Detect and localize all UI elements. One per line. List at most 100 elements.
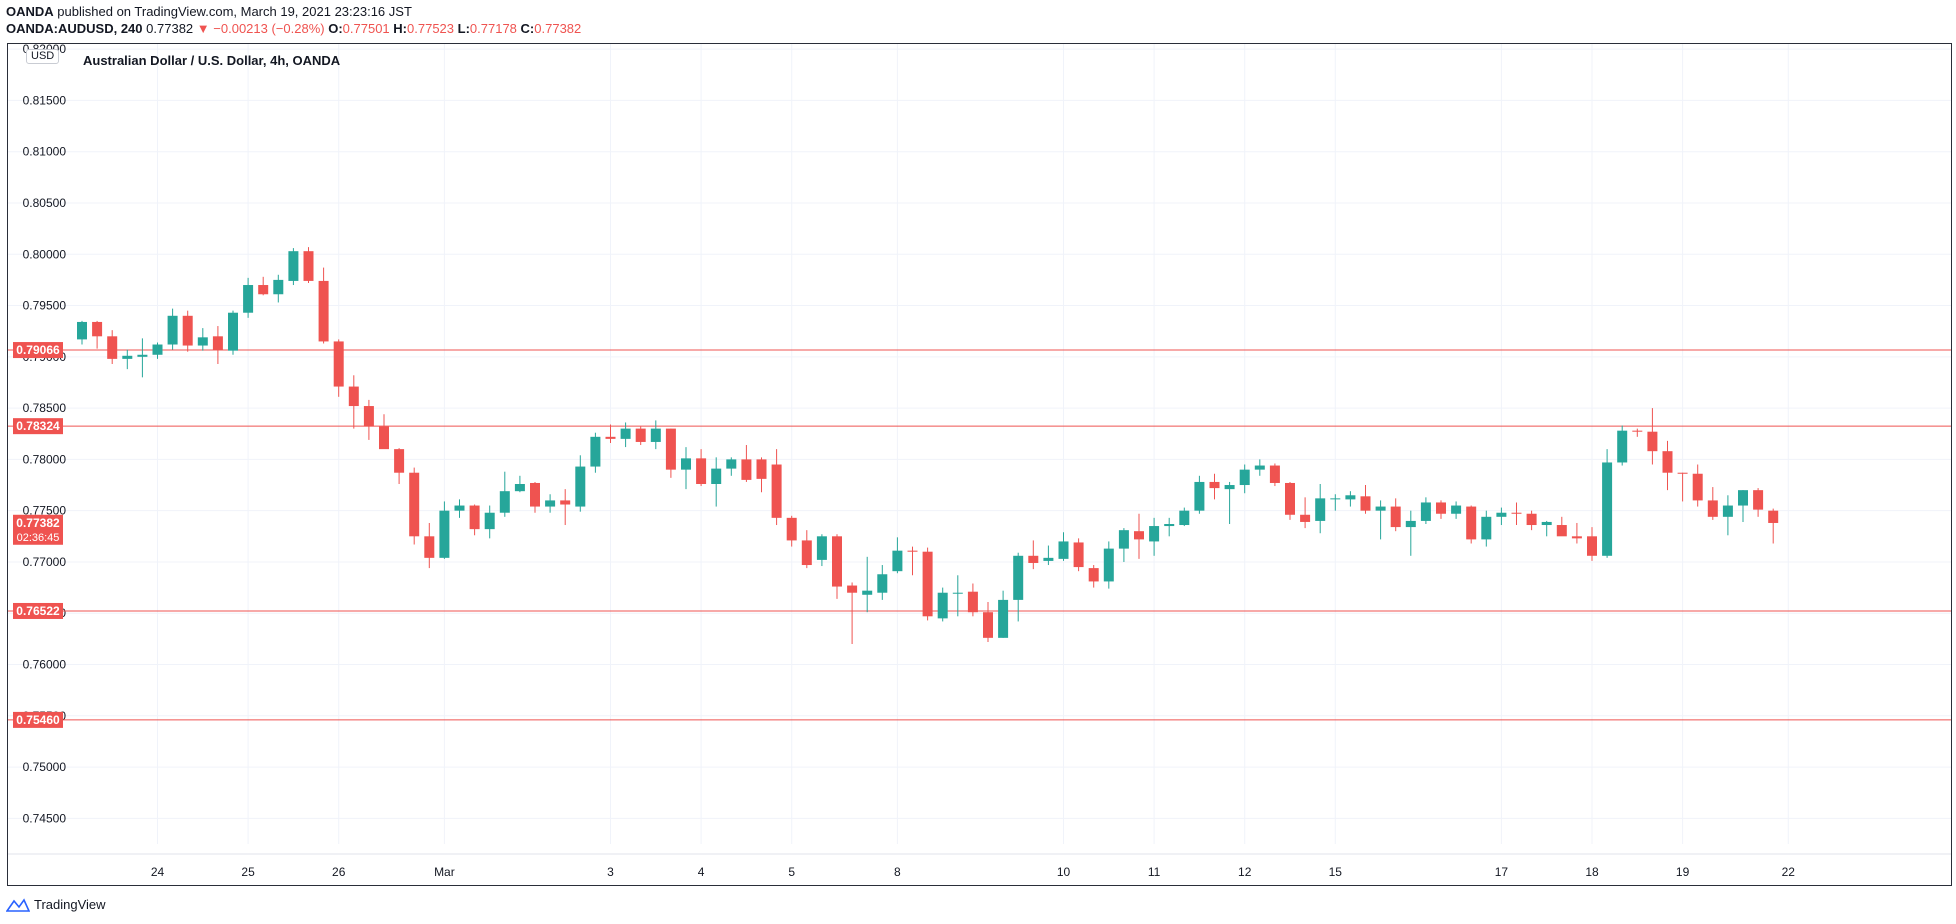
candle-body xyxy=(1315,498,1326,521)
candle-body xyxy=(273,279,284,295)
y-tick-label: 0.81500 xyxy=(23,93,67,107)
candle-body xyxy=(1692,473,1703,501)
candle-body xyxy=(1738,490,1748,506)
candle-body xyxy=(454,505,465,511)
candle-body xyxy=(1164,524,1175,527)
publish-text: published on TradingView.com, March 19, … xyxy=(57,4,412,19)
x-tick-label: 5 xyxy=(788,865,795,879)
candlestick-chart[interactable]: 0.745000.750000.755000.760000.765000.770… xyxy=(8,44,1951,885)
candle-body xyxy=(1073,542,1084,568)
price-change: −0.00213 (−0.28%) xyxy=(213,21,325,36)
candle-body xyxy=(1375,506,1386,511)
publish-info: OANDA published on TradingView.com, Marc… xyxy=(6,4,412,19)
candle-body xyxy=(182,315,193,346)
candle-body xyxy=(1013,555,1024,600)
candle-body xyxy=(1239,469,1250,486)
y-tick-label: 0.74500 xyxy=(23,811,67,825)
candle-body xyxy=(741,459,752,480)
y-tick-label: 0.78500 xyxy=(23,401,67,415)
low-label: L: xyxy=(457,21,470,36)
candle-body xyxy=(726,459,737,469)
y-tick-label: 0.81000 xyxy=(23,145,67,159)
candle-body xyxy=(152,344,163,355)
tradingview-brand[interactable]: TradingView xyxy=(6,897,106,912)
candle-body xyxy=(499,491,510,513)
candle-body xyxy=(756,459,767,479)
candle-body xyxy=(1632,430,1643,432)
candle-body xyxy=(303,251,314,281)
candle-body xyxy=(1345,495,1356,500)
candle-body xyxy=(967,591,978,613)
x-tick-label: 22 xyxy=(1782,865,1796,879)
price-tag xyxy=(13,602,63,619)
candle-body xyxy=(1043,557,1054,561)
y-tick-label: 0.77500 xyxy=(23,504,67,518)
candle-body xyxy=(1617,430,1628,463)
candle-body xyxy=(1360,496,1371,511)
candle-body xyxy=(1300,514,1311,522)
high-value: 0.77523 xyxy=(407,21,455,36)
candle-body xyxy=(1420,502,1431,521)
x-tick-label: 11 xyxy=(1148,865,1161,879)
candle-body xyxy=(1149,526,1160,542)
candle-body xyxy=(212,336,223,350)
candle-body xyxy=(1526,513,1537,526)
candle-body xyxy=(469,505,480,530)
candle-body xyxy=(1179,510,1190,526)
candle-body xyxy=(1602,462,1613,556)
candle-body xyxy=(1269,465,1280,483)
candle-body xyxy=(620,428,631,439)
candle-body xyxy=(288,251,299,281)
candle-body xyxy=(847,585,858,593)
candle-body xyxy=(1753,490,1764,510)
candle-body xyxy=(681,458,691,470)
y-tick-label: 0.80500 xyxy=(23,196,67,210)
candle-body xyxy=(862,590,873,595)
candle-body xyxy=(514,484,525,492)
candle-body xyxy=(998,599,1009,638)
candle-body xyxy=(1224,485,1235,490)
brand-name: TradingView xyxy=(34,897,106,912)
candle-body xyxy=(1647,431,1658,452)
candle-body xyxy=(530,482,540,507)
price-tag xyxy=(13,418,63,435)
candle-body xyxy=(1466,506,1477,540)
candle-body xyxy=(363,406,374,427)
y-tick-label: 0.76000 xyxy=(23,658,67,672)
candle-body xyxy=(696,458,707,484)
x-tick-label: 3 xyxy=(607,865,614,879)
candle-body xyxy=(137,354,148,357)
y-tick-label: 0.78000 xyxy=(23,452,67,466)
candle-body xyxy=(1330,498,1341,500)
candle-body xyxy=(318,280,329,342)
price-tag-label: 0.78324 xyxy=(16,419,60,433)
candle-body xyxy=(832,536,842,587)
chart-pane[interactable]: 0.745000.750000.755000.760000.765000.770… xyxy=(7,43,1952,886)
y-tick-label: 0.80000 xyxy=(23,247,67,261)
x-tick-label: 18 xyxy=(1585,865,1599,879)
candle-body xyxy=(1285,482,1295,515)
candle-body xyxy=(379,426,389,450)
candle-body xyxy=(590,436,601,467)
candle-body xyxy=(952,592,963,594)
close-label: C: xyxy=(520,21,535,36)
candle-body xyxy=(545,500,556,507)
y-tick-label: 0.79500 xyxy=(23,299,67,313)
publisher-name: OANDA xyxy=(6,4,54,19)
x-tick-label: 25 xyxy=(241,865,255,879)
x-tick-label: 10 xyxy=(1057,865,1071,879)
candle-body xyxy=(1722,505,1733,517)
candle-body xyxy=(1451,505,1462,514)
candle-body xyxy=(1662,451,1673,473)
x-tick-label: 8 xyxy=(894,865,901,879)
candle-body xyxy=(1194,481,1205,511)
candle-body xyxy=(907,550,918,552)
candle-body xyxy=(816,536,827,560)
candle-body xyxy=(348,386,359,407)
candle-body xyxy=(92,321,103,337)
price-tag xyxy=(13,711,63,728)
candle-body xyxy=(877,574,888,593)
countdown-label: 02:36:45 xyxy=(17,532,60,544)
candle-body xyxy=(575,466,586,507)
candle-body xyxy=(228,312,238,351)
